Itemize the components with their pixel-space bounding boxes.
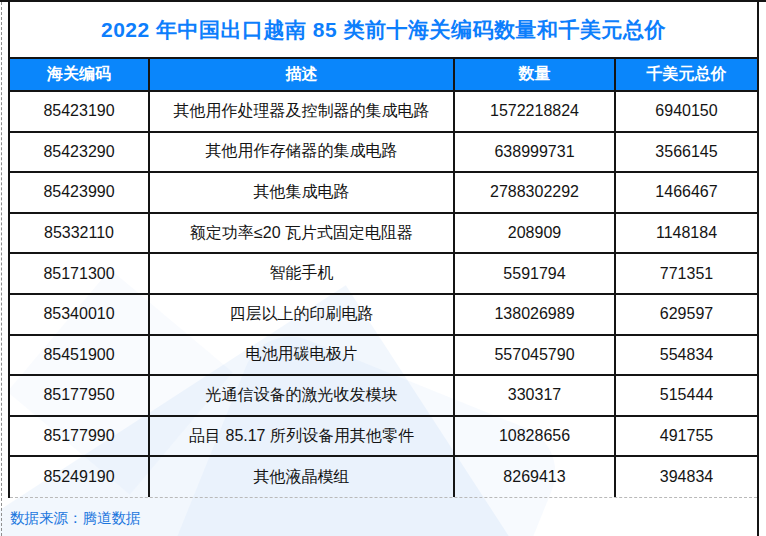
cell-quantity: 5591794 — [455, 254, 616, 293]
cell-description: 智能手机 — [150, 254, 455, 293]
cell-description: 品目 85.17 所列设备用其他零件 — [150, 417, 455, 456]
cell-total-value: 554834 — [616, 336, 757, 375]
column-header-quantity: 数量 — [455, 59, 616, 90]
cell-description: 其他集成电路 — [150, 173, 455, 212]
table-row: 85423190 其他用作处理器及控制器的集成电路 1572218824 694… — [10, 92, 757, 133]
data-source-label: 数据来源：腾道数据 — [10, 509, 141, 528]
cell-description: 额定功率≤20 瓦片式固定电阻器 — [150, 214, 455, 253]
cell-hs-code: 85423290 — [10, 133, 150, 172]
table-row: 85423290 其他用作存储器的集成电路 638999731 3566145 — [10, 133, 757, 174]
table-row: 85249190 其他液晶模组 8269413 394834 — [10, 457, 757, 498]
report-sheet: 2022 年中国出口越南 85 类前十海关编码数量和千美元总价 海关编码 描述 … — [0, 0, 766, 536]
cell-hs-code: 85249190 — [10, 457, 150, 497]
cell-total-value: 394834 — [616, 457, 757, 497]
cell-description: 光通信设备的激光收发模块 — [150, 376, 455, 415]
cell-total-value: 491755 — [616, 417, 757, 456]
column-header-total-value: 千美元总价 — [616, 59, 757, 90]
cell-quantity: 330317 — [455, 376, 616, 415]
cell-description: 其他液晶模组 — [150, 457, 455, 497]
cell-total-value: 1466467 — [616, 173, 757, 212]
table-row: 85423990 其他集成电路 2788302292 1466467 — [10, 173, 757, 214]
cell-quantity: 208909 — [455, 214, 616, 253]
table-row: 85332110 额定功率≤20 瓦片式固定电阻器 208909 1148184 — [10, 214, 757, 255]
cell-quantity: 8269413 — [455, 457, 616, 497]
sheet-right-border — [757, 2, 759, 536]
cell-quantity: 2788302292 — [455, 173, 616, 212]
table-row: 85177990 品目 85.17 所列设备用其他零件 10828656 491… — [10, 417, 757, 458]
table-row: 85340010 四层以上的印刷电路 138026989 629597 — [10, 295, 757, 336]
cell-hs-code: 85423990 — [10, 173, 150, 212]
sheet-left-dashed-edge — [1, 2, 2, 536]
cell-total-value: 629597 — [616, 295, 757, 334]
cell-total-value: 771351 — [616, 254, 757, 293]
cell-hs-code: 85177990 — [10, 417, 150, 456]
cell-quantity: 138026989 — [455, 295, 616, 334]
cell-hs-code: 85451900 — [10, 336, 150, 375]
cell-description: 其他用作存储器的集成电路 — [150, 133, 455, 172]
page-title: 2022 年中国出口越南 85 类前十海关编码数量和千美元总价 — [101, 16, 666, 44]
cell-description: 四层以上的印刷电路 — [150, 295, 455, 334]
cell-hs-code: 85423190 — [10, 92, 150, 131]
cell-quantity: 1572218824 — [455, 92, 616, 131]
cell-total-value: 3566145 — [616, 133, 757, 172]
cell-description: 电池用碳电极片 — [150, 336, 455, 375]
cell-description: 其他用作处理器及控制器的集成电路 — [150, 92, 455, 131]
cell-hs-code: 85177950 — [10, 376, 150, 415]
column-header-description: 描述 — [150, 59, 455, 90]
cell-total-value: 1148184 — [616, 214, 757, 253]
cell-quantity: 557045790 — [455, 336, 616, 375]
cell-total-value: 515444 — [616, 376, 757, 415]
table-title-row: 2022 年中国出口越南 85 类前十海关编码数量和千美元总价 — [10, 2, 757, 59]
cell-total-value: 6940150 — [616, 92, 757, 131]
cell-hs-code: 85171300 — [10, 254, 150, 293]
table-header-row: 海关编码 描述 数量 千美元总价 — [10, 59, 757, 92]
table-row: 85171300 智能手机 5591794 771351 — [10, 254, 757, 295]
cell-hs-code: 85340010 — [10, 295, 150, 334]
cell-hs-code: 85332110 — [10, 214, 150, 253]
cell-quantity: 638999731 — [455, 133, 616, 172]
column-header-hs-code: 海关编码 — [10, 59, 150, 90]
table-row: 85451900 电池用碳电极片 557045790 554834 — [10, 336, 757, 377]
table-row: 85177950 光通信设备的激光收发模块 330317 515444 — [10, 376, 757, 417]
cell-quantity: 10828656 — [455, 417, 616, 456]
data-table: 2022 年中国出口越南 85 类前十海关编码数量和千美元总价 海关编码 描述 … — [8, 2, 757, 498]
